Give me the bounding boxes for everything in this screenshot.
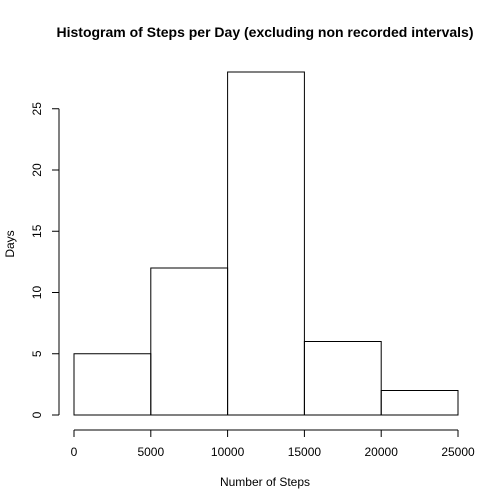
y-axis: 0 5 10 15 20 25 [30, 102, 59, 419]
y-tick-label: 20 [30, 163, 44, 177]
x-axis: 0 5000 10000 15000 20000 25000 [71, 430, 475, 459]
histogram-bar-4 [381, 391, 458, 416]
x-tick-label: 25000 [441, 445, 475, 459]
x-tick-label: 0 [71, 445, 78, 459]
y-tick-label: 5 [30, 350, 44, 357]
bars-group [74, 72, 458, 415]
x-tick-label: 10000 [211, 445, 245, 459]
histogram-bar-2 [228, 72, 305, 415]
x-tick-label: 20000 [365, 445, 399, 459]
histogram-bar-1 [151, 268, 228, 415]
chart-title: Histogram of Steps per Day (excluding no… [57, 24, 474, 40]
y-tick-label: 15 [30, 224, 44, 238]
x-tick-label: 5000 [137, 445, 164, 459]
y-tick-label: 25 [30, 102, 44, 116]
histogram-bar-3 [304, 342, 381, 416]
x-axis-label: Number of Steps [220, 475, 310, 489]
histogram-bar-0 [74, 354, 151, 415]
y-axis-label: Days [3, 230, 17, 257]
y-tick-label: 0 [30, 411, 44, 418]
y-tick-label: 10 [30, 286, 44, 300]
x-tick-label: 15000 [288, 445, 322, 459]
